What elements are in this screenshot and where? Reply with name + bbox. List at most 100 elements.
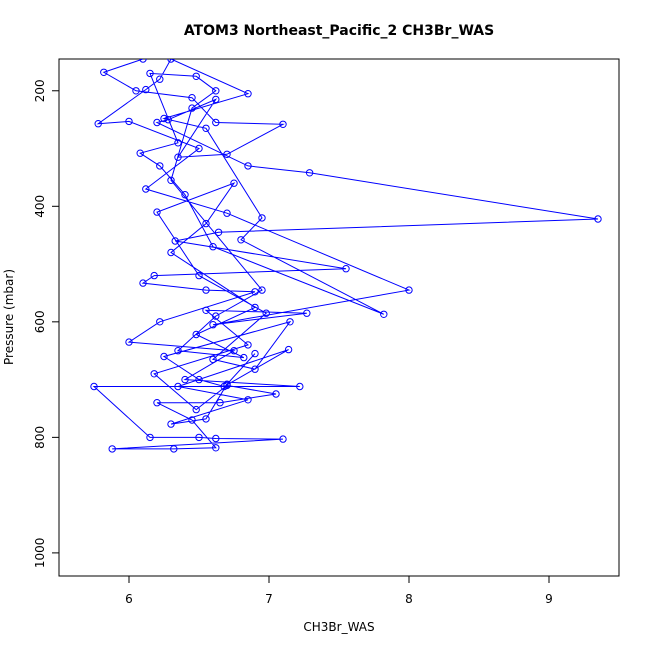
data-point	[223, 380, 231, 388]
data-point	[139, 279, 147, 287]
y-tick-label: 600	[33, 310, 47, 333]
data-point	[244, 341, 252, 349]
data-point	[192, 72, 200, 81]
data-point	[195, 433, 203, 442]
data-point	[262, 309, 270, 317]
x-tick-label: 8	[405, 592, 413, 606]
data-point	[164, 116, 172, 124]
data-point	[142, 85, 150, 94]
data-point	[380, 310, 388, 318]
data-point	[188, 94, 196, 102]
data-point	[100, 68, 108, 77]
data-point	[167, 248, 175, 257]
data-point	[150, 370, 158, 378]
data-point	[167, 176, 175, 185]
x-tick-label: 6	[125, 592, 133, 606]
data-point	[272, 390, 280, 398]
data-point	[160, 352, 168, 361]
data-point	[212, 87, 220, 95]
data-point	[258, 214, 266, 222]
data-point	[342, 265, 350, 273]
data-point	[181, 191, 189, 199]
data-point	[251, 288, 259, 296]
data-point	[94, 120, 102, 128]
data-point	[167, 59, 175, 63]
data-point	[212, 118, 220, 127]
data-point	[296, 382, 304, 391]
data-point	[160, 114, 168, 123]
data-point	[212, 444, 220, 452]
data-point	[146, 69, 154, 78]
data-point	[214, 228, 223, 237]
data-point	[305, 169, 314, 177]
data-point	[202, 306, 210, 314]
y-tick-label: 200	[33, 79, 47, 102]
data-point	[244, 396, 252, 404]
data-point	[192, 405, 200, 414]
data-point	[174, 153, 182, 161]
data-point	[150, 271, 158, 280]
data-point	[195, 144, 203, 153]
data-point	[212, 312, 220, 320]
x-axis: 6 7 8 9	[125, 576, 553, 606]
data-point	[156, 162, 164, 170]
y-axis-label: Pressure (mbar)	[2, 269, 16, 365]
data-point	[202, 286, 210, 294]
data-point	[251, 303, 259, 312]
data-point	[202, 124, 210, 133]
data-point	[279, 435, 287, 443]
data-point	[230, 347, 238, 355]
data-point	[209, 321, 217, 329]
data-point	[192, 330, 200, 339]
data-point	[240, 353, 248, 362]
y-axis: 200 400 600 800 1000	[33, 79, 59, 568]
data-point	[136, 149, 144, 157]
data-point	[156, 75, 164, 83]
data-point	[223, 150, 231, 159]
data-point	[142, 185, 150, 193]
data-point	[209, 243, 217, 251]
series-layer	[90, 59, 602, 453]
data-point	[125, 338, 133, 346]
data-point	[167, 420, 175, 428]
data-point	[153, 208, 161, 216]
data-point	[209, 355, 217, 364]
data-point	[153, 118, 161, 127]
data-point	[188, 104, 196, 112]
data-point	[90, 382, 98, 391]
data-point	[181, 375, 189, 384]
data-point	[170, 445, 178, 453]
data-point	[188, 416, 196, 424]
data-point	[202, 219, 210, 228]
x-tick-label: 7	[265, 592, 273, 606]
x-axis-label: CH3Br_WAS	[303, 620, 374, 634]
data-point	[174, 382, 182, 391]
data-point	[202, 415, 210, 423]
data-point	[230, 179, 238, 187]
data-point	[284, 345, 293, 354]
x-tick-label: 9	[545, 592, 553, 606]
y-tick-label: 400	[33, 195, 47, 218]
data-point	[303, 309, 311, 317]
data-point	[286, 318, 294, 326]
data-point	[258, 286, 266, 294]
data-point	[171, 237, 179, 245]
data-point	[153, 399, 161, 407]
chart-title: ATOM3 Northeast_Pacific_2 CH3Br_WAS	[184, 23, 494, 39]
data-point	[279, 120, 287, 129]
data-point	[244, 90, 252, 98]
data-point	[251, 365, 259, 373]
y-tick-label: 800	[33, 426, 47, 449]
data-point	[174, 347, 182, 355]
data-point	[594, 215, 602, 223]
data-point	[237, 236, 245, 244]
plot-frame	[58, 58, 620, 577]
data-point	[125, 117, 133, 126]
data-point	[223, 209, 231, 217]
data-point	[212, 434, 220, 443]
data-point	[251, 349, 259, 358]
data-point	[132, 87, 140, 95]
data-point	[195, 375, 203, 384]
